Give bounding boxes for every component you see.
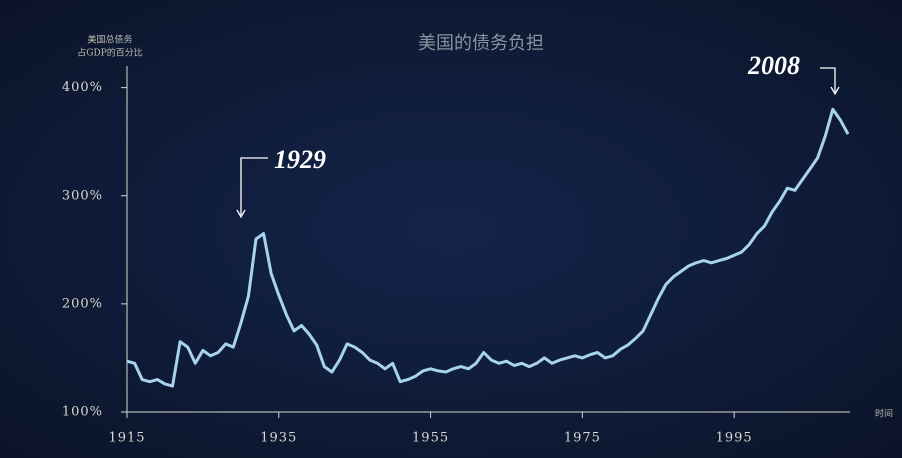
y-tick-label: 100% <box>62 405 103 420</box>
y-axis-label: 美国总债务 <box>87 34 132 46</box>
x-tick-label: 1995 <box>716 431 753 446</box>
annotation: 1929 <box>274 145 326 174</box>
line <box>126 107 850 388</box>
annotation: 2008 <box>747 51 800 80</box>
x-tick-label: 1915 <box>108 431 145 446</box>
x-tick-label: 1935 <box>260 431 297 446</box>
annotation-arrow <box>240 157 268 215</box>
x-axis-label: 时间 <box>875 408 893 420</box>
annotation-arrow <box>830 86 840 96</box>
y-tick-label: 300% <box>62 188 103 203</box>
annotation-arrow <box>820 67 836 92</box>
y-tick-label: 400% <box>62 80 103 95</box>
x-tick-label: 1955 <box>412 431 449 446</box>
y-axis-label: 占GDP的百分比 <box>77 47 142 59</box>
chart-title: 美国的债务负担 <box>418 33 544 54</box>
x-tick-label: 1975 <box>564 431 601 446</box>
y-tick-label: 200% <box>62 296 103 311</box>
annotation-arrow <box>236 209 246 219</box>
